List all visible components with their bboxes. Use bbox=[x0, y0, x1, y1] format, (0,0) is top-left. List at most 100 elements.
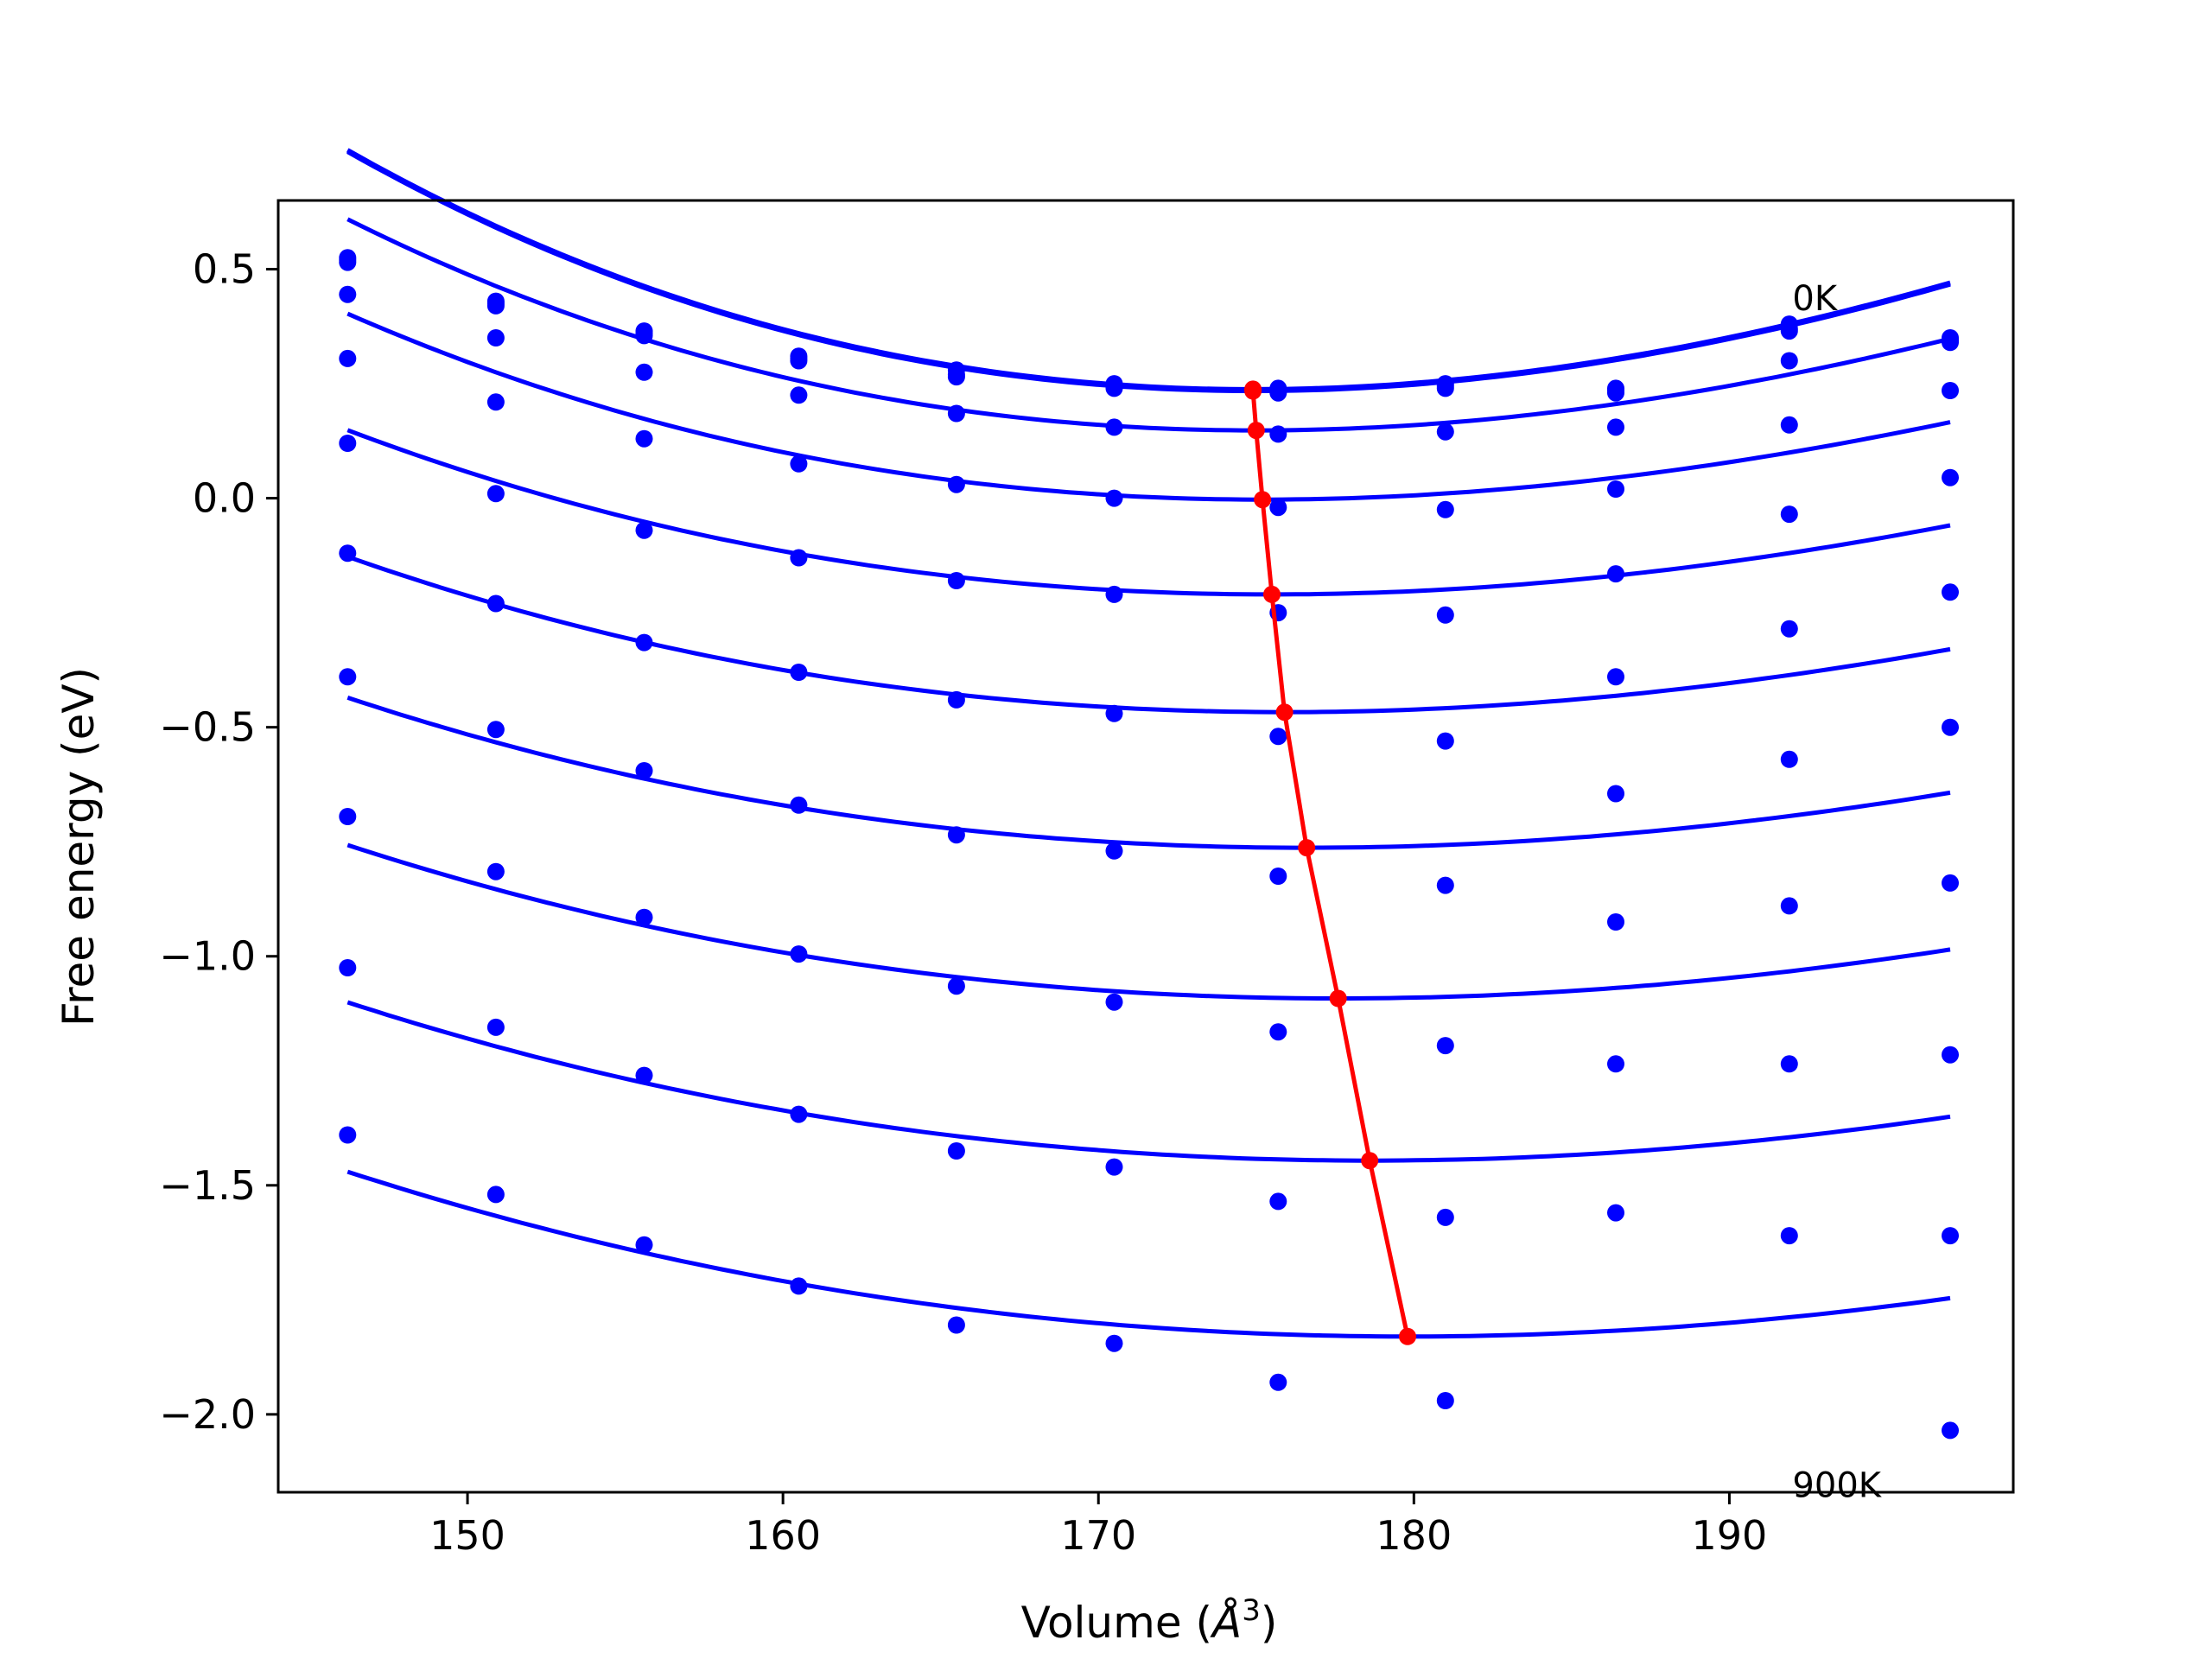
data-point bbox=[1436, 1392, 1454, 1409]
data-point bbox=[1436, 379, 1454, 397]
fit-line bbox=[346, 428, 1951, 597]
data-point bbox=[1436, 606, 1454, 624]
y-tick-label: 0.0 bbox=[193, 475, 256, 522]
x-tick-label: 150 bbox=[429, 1512, 505, 1559]
minimum-point bbox=[1329, 989, 1347, 1007]
data-point bbox=[1436, 423, 1454, 441]
data-point bbox=[1269, 728, 1287, 746]
data-point bbox=[790, 945, 808, 963]
data-point bbox=[1269, 425, 1287, 443]
x-tick-label: 180 bbox=[1376, 1512, 1452, 1559]
data-point bbox=[1105, 842, 1123, 860]
fit-line bbox=[346, 1000, 1951, 1163]
data-point bbox=[635, 363, 653, 381]
data-point bbox=[1105, 1158, 1123, 1176]
y-tick-label: −1.5 bbox=[159, 1162, 256, 1209]
data-point bbox=[635, 762, 653, 779]
data-point bbox=[1942, 334, 1959, 352]
data-point bbox=[339, 285, 357, 303]
data-point bbox=[635, 1236, 653, 1254]
data-point bbox=[1105, 993, 1123, 1011]
minimum-point bbox=[1244, 382, 1262, 400]
data-point bbox=[1607, 1055, 1624, 1073]
data-point bbox=[1780, 322, 1798, 340]
fit-line bbox=[346, 217, 1951, 433]
y-tick-label: −2.0 bbox=[159, 1391, 256, 1438]
data-point bbox=[947, 826, 965, 844]
x-tick-label: 170 bbox=[1060, 1512, 1136, 1559]
fit-line bbox=[346, 1169, 1951, 1339]
plot-frame bbox=[276, 199, 2015, 1494]
fit-lines bbox=[346, 148, 1951, 1339]
data-point bbox=[486, 329, 505, 346]
data-point bbox=[1942, 382, 1959, 399]
data-point bbox=[486, 393, 505, 411]
data-point bbox=[1269, 384, 1287, 402]
data-point bbox=[947, 404, 965, 423]
data-point bbox=[486, 296, 505, 315]
x-axis-label: Volume (Å3) bbox=[1021, 1593, 1278, 1648]
minimum-point bbox=[1247, 422, 1265, 440]
x-tick-label: 190 bbox=[1692, 1512, 1768, 1559]
data-point bbox=[339, 349, 357, 367]
data-point bbox=[1105, 585, 1123, 603]
minima-layer bbox=[1244, 380, 1416, 1345]
minimum-point bbox=[1298, 839, 1316, 857]
minimum-point bbox=[1254, 491, 1272, 509]
data-point bbox=[790, 549, 808, 567]
data-point bbox=[1942, 1421, 1959, 1440]
data-point bbox=[1780, 352, 1798, 370]
fit-line bbox=[346, 842, 1951, 1001]
data-point bbox=[339, 1126, 357, 1144]
fit-line bbox=[346, 311, 1951, 502]
data-point bbox=[486, 862, 505, 880]
data-point bbox=[1436, 732, 1454, 750]
data-point bbox=[1780, 1055, 1798, 1073]
data-point bbox=[635, 429, 653, 448]
data-point bbox=[339, 808, 357, 825]
y-tick-label: 0.5 bbox=[193, 246, 256, 293]
data-point bbox=[790, 1105, 808, 1123]
data-point bbox=[1780, 1227, 1798, 1245]
data-point bbox=[790, 1277, 808, 1295]
minimum-point bbox=[1399, 1327, 1416, 1345]
data-point bbox=[635, 327, 653, 345]
data-point bbox=[947, 572, 965, 589]
data-point bbox=[1942, 874, 1959, 892]
data-point bbox=[790, 664, 808, 681]
data-point bbox=[1942, 468, 1959, 486]
data-point bbox=[1105, 489, 1123, 507]
data-point bbox=[790, 454, 808, 473]
data-point bbox=[1942, 1227, 1959, 1245]
data-point bbox=[1607, 1204, 1624, 1222]
data-point bbox=[790, 352, 808, 370]
data-point bbox=[1269, 1373, 1287, 1391]
minimum-point bbox=[1275, 703, 1294, 721]
annotation-label: 900K bbox=[1792, 1465, 1882, 1505]
y-axis-label: Free energy (eV) bbox=[54, 667, 104, 1027]
data-point bbox=[947, 368, 965, 386]
data-point bbox=[1942, 1046, 1959, 1064]
data-point bbox=[635, 521, 653, 539]
data-point bbox=[1105, 418, 1123, 436]
data-point bbox=[1607, 668, 1624, 686]
data-point bbox=[1269, 1192, 1287, 1211]
data-point bbox=[790, 796, 808, 814]
data-point bbox=[1436, 1037, 1454, 1055]
fit-line bbox=[346, 696, 1951, 850]
data-point bbox=[1105, 704, 1123, 722]
data-point bbox=[339, 253, 357, 271]
data-point bbox=[635, 633, 653, 652]
data-point bbox=[947, 475, 965, 493]
minimum-point bbox=[1361, 1152, 1379, 1170]
data-point bbox=[486, 594, 505, 613]
data-point bbox=[1607, 480, 1624, 498]
y-tick-label: −0.5 bbox=[159, 704, 256, 751]
data-point bbox=[486, 1185, 505, 1204]
data-point bbox=[635, 1066, 653, 1084]
data-point bbox=[635, 908, 653, 926]
data-point bbox=[1607, 418, 1624, 436]
data-point bbox=[947, 690, 965, 709]
data-point bbox=[1942, 718, 1959, 736]
